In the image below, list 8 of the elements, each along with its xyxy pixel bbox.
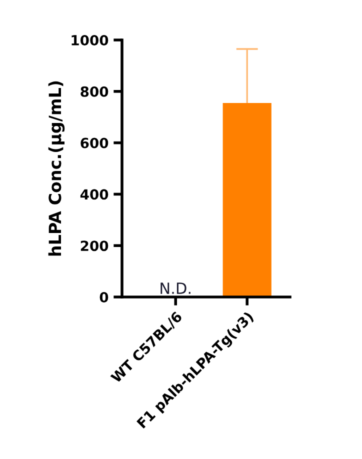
y-tick-label: 400 [80, 189, 108, 200]
y-axis-title: hLPA Conc.(μg/mL) [48, 81, 65, 256]
y-tick-label: 1000 [72, 34, 108, 46]
y-tick-label: 600 [80, 138, 108, 148]
text: N.D. [160, 282, 190, 294]
y-tick-label: 200 [80, 240, 108, 252]
y-tick-label: 0 [100, 292, 108, 302]
y-tick-label: 800 [80, 86, 108, 97]
